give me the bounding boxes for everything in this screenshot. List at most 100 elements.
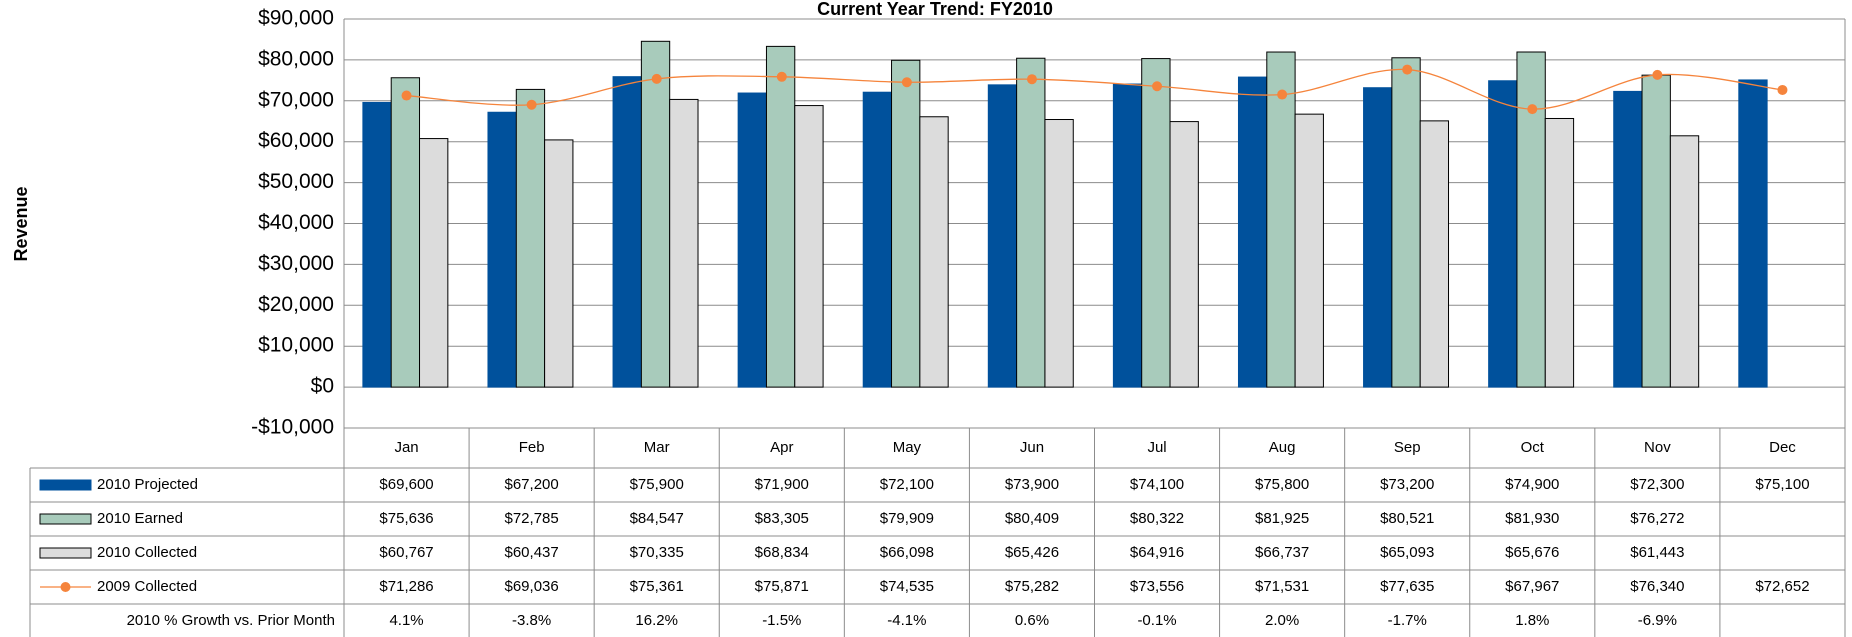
x-tick-label: Mar bbox=[644, 439, 670, 456]
bar bbox=[1266, 51, 1296, 388]
line-marker bbox=[1777, 84, 1788, 95]
bar bbox=[1141, 58, 1171, 388]
table-cell: $65,093 bbox=[1380, 544, 1434, 561]
y-tick-label: $0 bbox=[311, 375, 334, 398]
bar bbox=[544, 139, 574, 388]
table-cell: $81,925 bbox=[1255, 510, 1309, 527]
line-marker bbox=[1652, 69, 1663, 80]
table-cell: $75,900 bbox=[630, 476, 684, 493]
y-tick-label: $50,000 bbox=[258, 170, 334, 193]
line-marker bbox=[1026, 74, 1037, 85]
x-tick-label: Nov bbox=[1644, 439, 1671, 456]
table-cell: $74,535 bbox=[880, 578, 934, 595]
table-cell: $65,426 bbox=[1005, 544, 1059, 561]
bar bbox=[669, 98, 699, 388]
table-cell: $69,600 bbox=[379, 476, 433, 493]
x-tick-label: Jan bbox=[394, 439, 418, 456]
table-cell: $72,300 bbox=[1630, 476, 1684, 493]
y-tick-label: -$10,000 bbox=[251, 416, 334, 439]
bar bbox=[987, 84, 1018, 388]
bar bbox=[1419, 120, 1450, 388]
row-label: 2010 % Growth vs. Prior Month bbox=[127, 612, 335, 629]
bar bbox=[487, 111, 517, 388]
legend-label: 2010 Collected bbox=[97, 544, 197, 561]
x-tick-label: May bbox=[893, 439, 922, 456]
table-cell: $71,531 bbox=[1255, 578, 1309, 595]
bar bbox=[515, 88, 546, 388]
table-cell: $83,305 bbox=[755, 510, 809, 527]
bar bbox=[1237, 76, 1268, 388]
table-cell: $80,409 bbox=[1005, 510, 1059, 527]
bar bbox=[362, 101, 392, 388]
table-cell: $75,282 bbox=[1005, 578, 1059, 595]
bar bbox=[640, 40, 671, 388]
y-tick-label: $10,000 bbox=[258, 334, 334, 357]
table-cell: -4.1% bbox=[887, 612, 926, 629]
table-cell: -1.7% bbox=[1388, 612, 1427, 629]
table-cell: $81,930 bbox=[1505, 510, 1559, 527]
table-cell: $71,900 bbox=[755, 476, 809, 493]
table-cell: -3.8% bbox=[512, 612, 551, 629]
x-tick-label: Jun bbox=[1020, 439, 1044, 456]
table-cell: $72,785 bbox=[505, 510, 559, 527]
table-cell: $60,767 bbox=[379, 544, 433, 561]
table-cell: $73,900 bbox=[1005, 476, 1059, 493]
bar bbox=[891, 59, 921, 388]
y-tick-label: $70,000 bbox=[258, 88, 334, 111]
table-cell: $65,676 bbox=[1505, 544, 1559, 561]
bar bbox=[794, 105, 824, 388]
table-cell: $75,800 bbox=[1255, 476, 1309, 493]
legend-label: 2010 Earned bbox=[97, 510, 183, 527]
line-marker bbox=[401, 90, 412, 101]
table-cell: $67,200 bbox=[505, 476, 559, 493]
line-marker bbox=[651, 73, 662, 84]
bar bbox=[1738, 79, 1768, 388]
table-cell: $61,443 bbox=[1630, 544, 1684, 561]
table-cell: $75,100 bbox=[1755, 476, 1809, 493]
table-cell: $66,098 bbox=[880, 544, 934, 561]
table-cell: 4.1% bbox=[389, 612, 423, 629]
table-cell: $73,556 bbox=[1130, 578, 1184, 595]
table-cell: $68,834 bbox=[755, 544, 809, 561]
bar bbox=[1169, 121, 1199, 388]
table-cell: $69,036 bbox=[505, 578, 559, 595]
line-marker bbox=[1527, 104, 1538, 115]
table-cell: $75,636 bbox=[379, 510, 433, 527]
table-cell: $75,361 bbox=[630, 578, 684, 595]
line-marker bbox=[1152, 81, 1163, 92]
legend-swatch bbox=[39, 513, 92, 525]
line-marker bbox=[1402, 64, 1413, 75]
table-cell: 0.6% bbox=[1015, 612, 1049, 629]
y-tick-label: $60,000 bbox=[258, 129, 334, 152]
bar bbox=[1044, 119, 1074, 388]
table-cell: $70,335 bbox=[630, 544, 684, 561]
bar bbox=[765, 45, 796, 388]
table-cell: -6.9% bbox=[1638, 612, 1677, 629]
x-tick-label: Oct bbox=[1521, 439, 1545, 456]
table-cell: $76,272 bbox=[1630, 510, 1684, 527]
table-cell: $74,100 bbox=[1130, 476, 1184, 493]
bar bbox=[1641, 74, 1671, 388]
x-tick-label: Jul bbox=[1147, 439, 1166, 456]
bar bbox=[1016, 57, 1046, 388]
bar bbox=[1669, 135, 1700, 388]
table-cell: $72,652 bbox=[1755, 578, 1809, 595]
y-tick-label: $30,000 bbox=[258, 252, 334, 275]
bar bbox=[1363, 87, 1393, 388]
y-tick-label: $20,000 bbox=[258, 293, 334, 316]
y-axis-label: Revenue bbox=[11, 186, 31, 261]
bar bbox=[919, 116, 949, 388]
x-tick-label: Aug bbox=[1269, 439, 1296, 456]
x-tick-label: Apr bbox=[770, 439, 793, 456]
legend-swatch bbox=[60, 582, 71, 592]
table-cell: $71,286 bbox=[379, 578, 433, 595]
table-cell: 2.0% bbox=[1265, 612, 1299, 629]
table-cell: $77,635 bbox=[1380, 578, 1434, 595]
bar bbox=[862, 91, 893, 388]
bar bbox=[1516, 51, 1546, 388]
y-tick-label: $40,000 bbox=[258, 211, 334, 234]
line-marker bbox=[1277, 89, 1288, 100]
line-marker bbox=[776, 71, 787, 82]
bar bbox=[1544, 117, 1575, 388]
